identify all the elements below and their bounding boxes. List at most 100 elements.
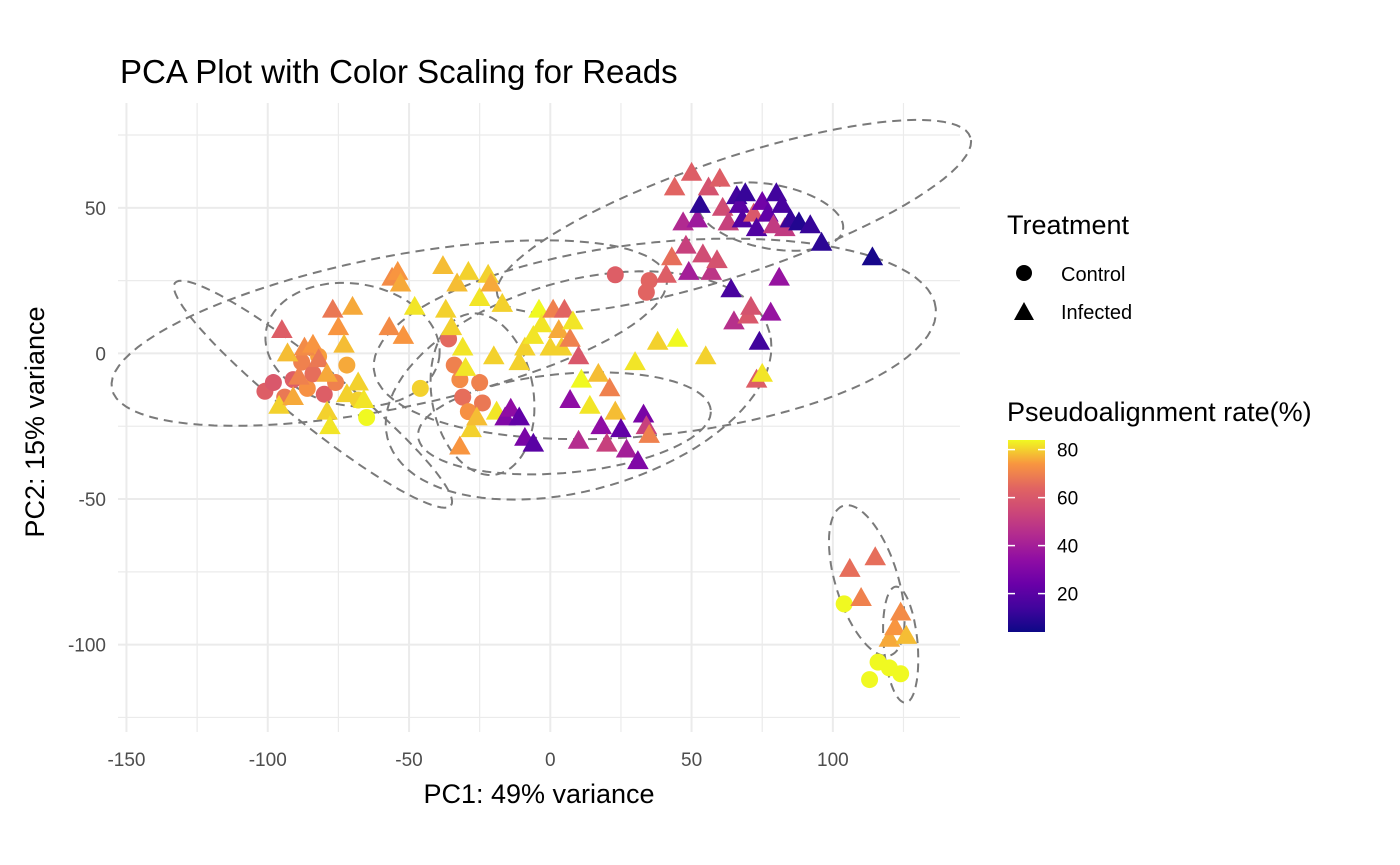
- infected-point: [661, 246, 683, 266]
- infected-point: [449, 435, 471, 455]
- infected-point: [742, 202, 765, 222]
- infected-point: [692, 243, 714, 263]
- infected-point: [686, 208, 709, 228]
- control-point: [835, 595, 853, 613]
- infected-point: [570, 368, 593, 388]
- control-point: [861, 671, 879, 689]
- x-tick-label: -100: [249, 750, 287, 771]
- infected-point: [451, 336, 474, 356]
- infected-point: [587, 362, 610, 382]
- infected-point: [579, 394, 601, 414]
- y-tick-label: -50: [79, 490, 106, 511]
- colorbar: [1008, 440, 1045, 632]
- infected-point: [604, 400, 627, 420]
- infected-point: [508, 351, 531, 371]
- infected-point: [768, 266, 790, 286]
- control-point: [264, 374, 282, 392]
- colorbar-tick-label: 80: [1057, 441, 1078, 462]
- control-point: [358, 409, 376, 426]
- infected-point: [677, 260, 700, 280]
- infected-point: [694, 345, 717, 365]
- confidence-ellipse: [372, 237, 937, 441]
- infected-point: [378, 316, 401, 336]
- infected-point: [446, 272, 468, 292]
- infected-point: [316, 400, 338, 420]
- infected-point: [723, 310, 745, 330]
- infected-point: [663, 176, 686, 196]
- infected-point: [799, 214, 822, 234]
- infected-point: [432, 255, 454, 274]
- infected-point: [759, 301, 782, 321]
- infected-point: [468, 287, 491, 307]
- infected-point: [596, 432, 618, 452]
- colorbar-tick-label: 60: [1057, 489, 1078, 510]
- plot-grid: [118, 103, 960, 732]
- infected-point: [861, 246, 884, 266]
- data-points: [256, 161, 918, 689]
- infected-point: [508, 406, 531, 426]
- infected-point: [434, 298, 457, 318]
- infected-point: [850, 587, 872, 606]
- infected-point: [333, 333, 355, 353]
- infected-legend-triangle-icon: [1014, 302, 1034, 320]
- control-point: [338, 356, 356, 374]
- y-axis-title: PC2: 15% variance: [20, 306, 50, 537]
- infected-point: [740, 295, 762, 315]
- infected-point: [353, 389, 375, 408]
- control-point: [411, 379, 429, 397]
- infected-point: [386, 260, 409, 280]
- infected-point: [531, 313, 553, 333]
- infected-point: [341, 295, 364, 315]
- control-point: [473, 394, 491, 412]
- x-tick-label: 50: [681, 750, 702, 771]
- x-tick-label: 0: [545, 750, 556, 771]
- infected-point: [347, 371, 369, 391]
- infected-point: [700, 260, 723, 280]
- infected-point: [454, 356, 477, 376]
- infected-point: [528, 298, 550, 318]
- confidence-ellipse: [384, 270, 773, 501]
- shape-legend-title: Treatment: [1007, 210, 1130, 240]
- y-tick-label: 50: [85, 199, 106, 220]
- infected-point: [547, 319, 570, 339]
- infected-point: [389, 272, 412, 292]
- infected-point: [632, 403, 655, 423]
- control-point: [315, 385, 333, 403]
- infected-point: [889, 601, 912, 621]
- legend-label-control: Control: [1061, 264, 1125, 286]
- infected-point: [655, 263, 677, 283]
- infected-point: [316, 362, 338, 382]
- colorbar-ticks: 20 40 60 80: [1008, 441, 1078, 606]
- x-axis-ticks: -150 -100 -50 0 50 100: [107, 750, 848, 771]
- infected-point: [514, 336, 536, 356]
- infected-point: [624, 351, 646, 371]
- control-point: [471, 374, 489, 392]
- infected-point: [392, 324, 415, 344]
- infected-point: [440, 316, 463, 336]
- infected-point: [728, 193, 751, 213]
- infected-point: [680, 161, 703, 181]
- infected-point: [268, 394, 290, 414]
- infected-point: [748, 330, 771, 350]
- colorbar-tick-label: 20: [1057, 585, 1078, 606]
- infected-point: [522, 324, 545, 344]
- infected-point: [751, 362, 773, 382]
- confidence-ellipse: [495, 118, 973, 315]
- infected-point: [276, 342, 299, 362]
- y-tick-label: -100: [68, 636, 106, 657]
- legend-label-infected: Infected: [1061, 302, 1132, 324]
- confidence-ellipse: [429, 312, 536, 477]
- infected-point: [327, 316, 350, 336]
- infected-point: [627, 450, 649, 470]
- shape-legend: Treatment Control Infected: [1007, 210, 1132, 324]
- infected-point: [697, 176, 720, 196]
- confidence-ellipse: [172, 279, 454, 509]
- infected-point: [403, 295, 426, 315]
- control-point: [445, 356, 463, 374]
- infected-point: [675, 234, 697, 254]
- control-point: [454, 388, 472, 406]
- infected-point: [319, 415, 341, 435]
- infected-point: [271, 319, 293, 339]
- infected-point: [457, 260, 480, 280]
